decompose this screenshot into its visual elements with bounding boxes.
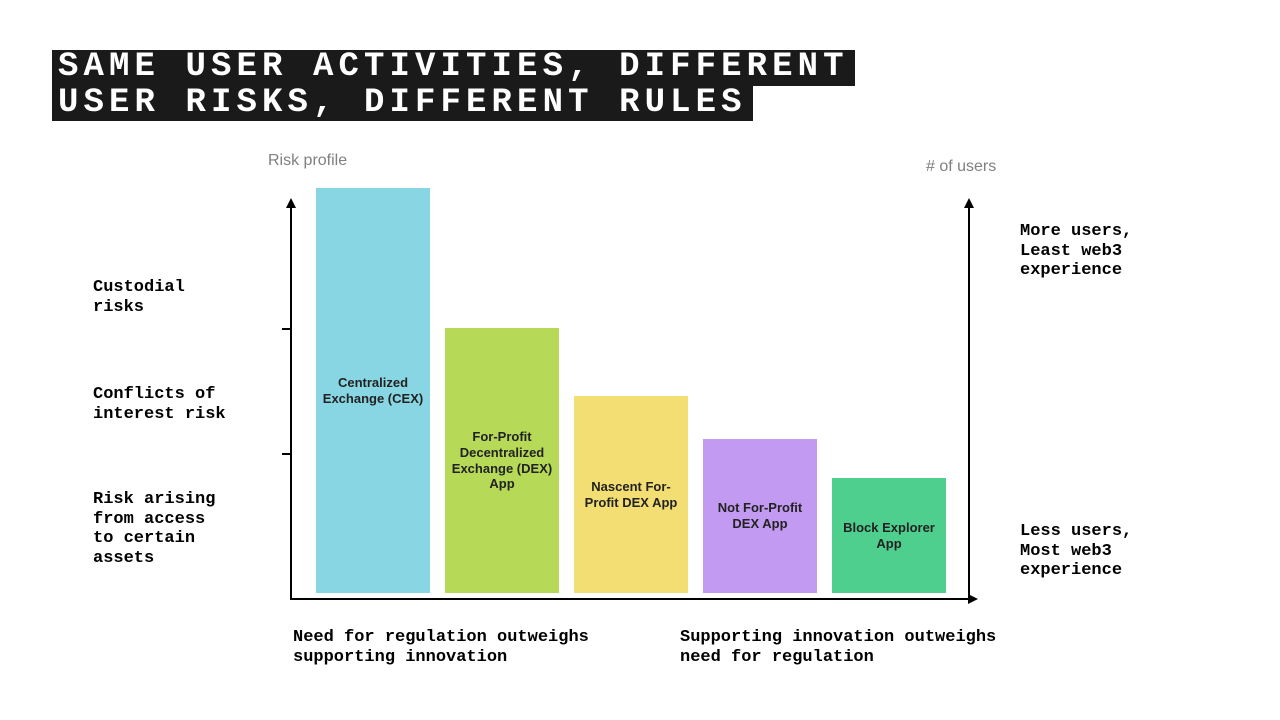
left-label-2: Conflicts ofinterest risk <box>93 385 226 424</box>
tick-1 <box>282 453 292 455</box>
left-label-1: Custodialrisks <box>93 278 185 317</box>
right-label-1: More users,Least web3experience <box>1020 222 1132 281</box>
bar-3: Not For-Profit DEX App <box>703 439 817 593</box>
left-label-3: Risk arisingfrom accessto certainassets <box>93 490 215 568</box>
tick-0 <box>282 328 292 330</box>
bottom-label-left: Need for regulation outweighssupporting … <box>293 628 613 667</box>
chart: Centralized Exchange (CEX) For-Profit Dec… <box>290 200 970 600</box>
arrow-right-icon <box>968 594 978 604</box>
bar-4: Block Explorer App <box>832 478 946 593</box>
right-axis-label: # of users <box>926 158 996 176</box>
x-axis <box>290 598 970 600</box>
y-axis-right <box>968 200 970 600</box>
bar-2: Nascent For-Profit DEX App <box>574 396 688 593</box>
y-axis-left <box>290 200 292 600</box>
bar-label-3: Not For-Profit DEX App <box>709 500 811 531</box>
bottom-label-right: Supporting innovation outweighsneed for … <box>680 628 1020 667</box>
bar-label-0: Centralized Exchange (CEX) <box>322 375 424 406</box>
arrow-up-right-icon <box>964 198 974 208</box>
arrow-up-left-icon <box>286 198 296 208</box>
left-axis-label: Risk profile <box>268 152 347 170</box>
page-title: SAME USER ACTIVITIES, DIFFERENT USER RIS… <box>52 50 855 121</box>
bar-0: Centralized Exchange (CEX) <box>316 188 430 593</box>
page: SAME USER ACTIVITIES, DIFFERENT USER RIS… <box>0 0 1280 720</box>
bar-label-4: Block Explorer App <box>838 520 940 551</box>
bar-1: For-Profit Decentralized Exchange (DEX) … <box>445 328 559 593</box>
right-label-2: Less users,Most web3experience <box>1020 522 1132 581</box>
bar-label-2: Nascent For-Profit DEX App <box>580 479 682 510</box>
title-line-1: SAME USER ACTIVITIES, DIFFERENT <box>52 50 855 86</box>
bar-label-1: For-Profit Decentralized Exchange (DEX) … <box>451 429 553 491</box>
title-line-2: USER RISKS, DIFFERENT RULES <box>52 86 753 122</box>
